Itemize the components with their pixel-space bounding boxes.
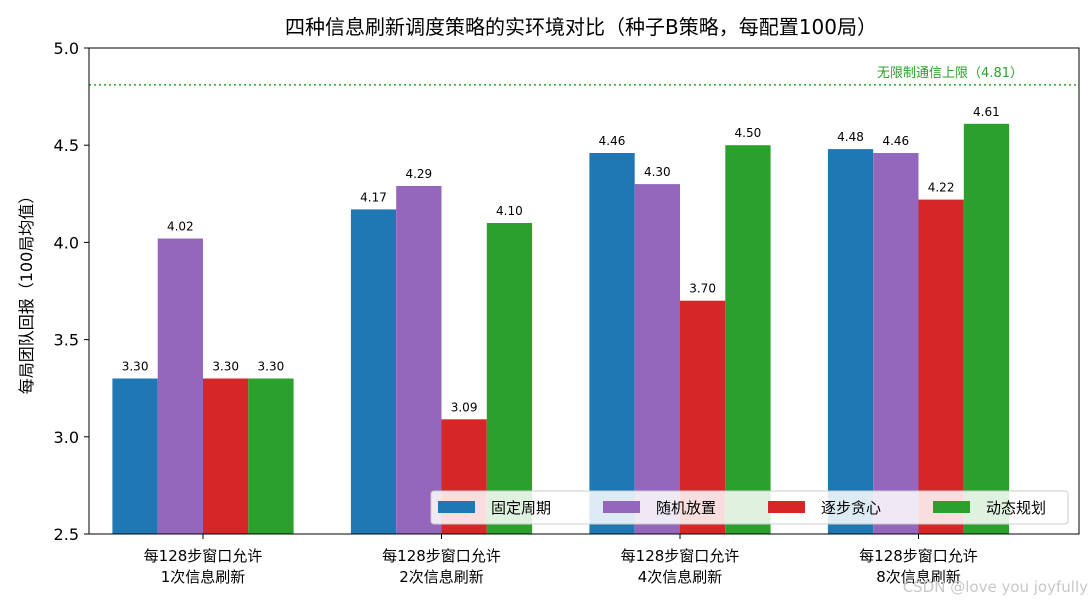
data-label-3-0: 3.30 (258, 360, 285, 374)
legend-swatch-0 (438, 501, 475, 513)
data-label-2-0: 3.30 (212, 360, 239, 374)
x-tick-label-0-1: 1次信息刷新 (161, 568, 246, 586)
bar-0-1 (350, 209, 397, 534)
bar-0-3 (827, 149, 874, 534)
bar-1-3 (873, 153, 919, 534)
bar-3-1 (486, 223, 533, 534)
data-label-1-2: 4.30 (644, 165, 671, 179)
bar-2-3 (918, 199, 964, 534)
legend: 固定周期 随机放置 逐步贪心 动态规划 (430, 490, 1069, 525)
y-tick-label-2: 3.5 (54, 331, 79, 350)
x-tick-label-3-1: 8次信息刷新 (876, 568, 961, 586)
legend-swatch-2 (768, 501, 805, 513)
chart-title: 四种信息刷新调度策略的实环境对比（种子B策略，每配置100局） (285, 15, 877, 39)
legend-label-2: 逐步贪心 (821, 499, 881, 517)
bar-0-2 (589, 153, 635, 534)
y-tick-label-1: 3.0 (54, 428, 79, 447)
data-label-2-2: 3.70 (689, 282, 716, 296)
plot-area: 3.30 4.17 4.46 4.48 4.02 4.29 4.30 4.46 3.30 3.09… (54, 39, 1080, 586)
legend-label-0: 固定周期 (491, 499, 551, 517)
y-tick-label-3: 4.0 (54, 233, 79, 252)
bar-1-2 (634, 184, 680, 534)
data-label-2-1: 3.09 (451, 400, 478, 414)
data-label-1-1: 4.29 (405, 167, 432, 181)
legend-label-3: 动态规划 (986, 499, 1046, 517)
data-label-0-0: 3.30 (122, 360, 149, 374)
axes-frame (88, 47, 1080, 535)
data-label-3-2: 4.50 (735, 126, 762, 140)
reference-line-label: 无限制通信上限（4.81） (877, 66, 1023, 81)
data-label-1-3: 4.46 (882, 134, 909, 148)
x-tick-label-1-1: 2次信息刷新 (399, 568, 484, 586)
legend-swatch-3 (933, 501, 970, 513)
y-tick-label-4: 4.5 (54, 136, 79, 155)
x-tick-label-2-0: 每128步窗口允许 (621, 547, 740, 565)
x-tick-label-0-0: 每128步窗口允许 (144, 547, 263, 565)
legend-box (430, 490, 1069, 525)
bar-2-0 (203, 378, 249, 534)
bar-1-1 (396, 186, 442, 534)
data-label-2-3: 4.22 (928, 181, 955, 195)
bar-1-0 (157, 238, 203, 534)
data-label-3-1: 4.10 (496, 204, 523, 218)
x-tick-label-1-0: 每128步窗口允许 (382, 547, 501, 565)
data-label-1-0: 4.02 (167, 220, 194, 234)
bar-3-0 (248, 378, 294, 534)
watermark: CSDN @love you joyfully (903, 578, 1088, 596)
data-label-0-3: 4.48 (837, 130, 864, 144)
legend-label-1: 随机放置 (656, 499, 716, 517)
y-tick-label-0: 2.5 (54, 525, 79, 544)
data-label-3-3: 4.61 (973, 105, 1000, 119)
x-tick-label-2-1: 4次信息刷新 (638, 568, 723, 586)
data-label-0-2: 4.46 (599, 134, 626, 148)
data-label-0-1: 4.17 (360, 190, 387, 204)
x-tick-label-3-0: 每128步窗口允许 (859, 547, 978, 565)
y-tick-label-5: 5.0 (54, 39, 79, 58)
legend-swatch-1 (603, 501, 640, 513)
y-axis-label: 每局团队回报（100局均值） (17, 188, 36, 395)
bar-0-0 (112, 378, 158, 534)
bar-3-2 (725, 145, 771, 534)
bar-3-3 (963, 123, 1010, 535)
